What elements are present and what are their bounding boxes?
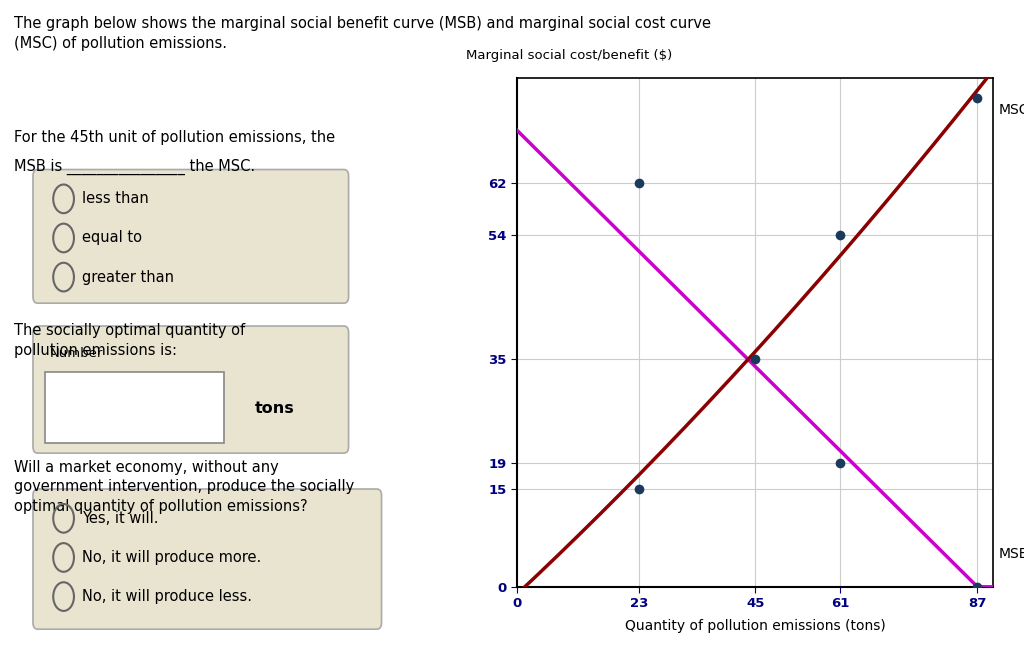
Text: The graph below shows the marginal social benefit curve (MSB) and marginal socia: The graph below shows the marginal socia…	[14, 16, 711, 51]
Text: Yes, it will.: Yes, it will.	[82, 511, 159, 526]
Text: The socially optimal quantity of
pollution emissions is:: The socially optimal quantity of polluti…	[14, 323, 246, 357]
FancyBboxPatch shape	[45, 372, 223, 443]
Text: tons: tons	[254, 401, 294, 417]
Text: No, it will produce less.: No, it will produce less.	[82, 589, 253, 604]
Text: MSB is ________________ the MSC.: MSB is ________________ the MSC.	[14, 159, 255, 175]
FancyBboxPatch shape	[33, 170, 348, 303]
Text: equal to: equal to	[82, 230, 142, 246]
Text: MSB: MSB	[998, 547, 1024, 561]
FancyBboxPatch shape	[33, 489, 382, 629]
Text: Will a market economy, without any
government intervention, produce the socially: Will a market economy, without any gover…	[14, 460, 354, 514]
X-axis label: Quantity of pollution emissions (tons): Quantity of pollution emissions (tons)	[625, 619, 886, 632]
FancyBboxPatch shape	[33, 326, 348, 453]
Text: greater than: greater than	[82, 269, 174, 285]
Text: less than: less than	[82, 191, 150, 207]
Text: No, it will produce more.: No, it will produce more.	[82, 550, 262, 565]
Text: Number: Number	[49, 347, 102, 360]
Text: MSC: MSC	[998, 103, 1024, 117]
Text: For the 45th unit of pollution emissions, the: For the 45th unit of pollution emissions…	[14, 130, 335, 145]
Text: Marginal social cost/benefit ($): Marginal social cost/benefit ($)	[466, 49, 672, 62]
